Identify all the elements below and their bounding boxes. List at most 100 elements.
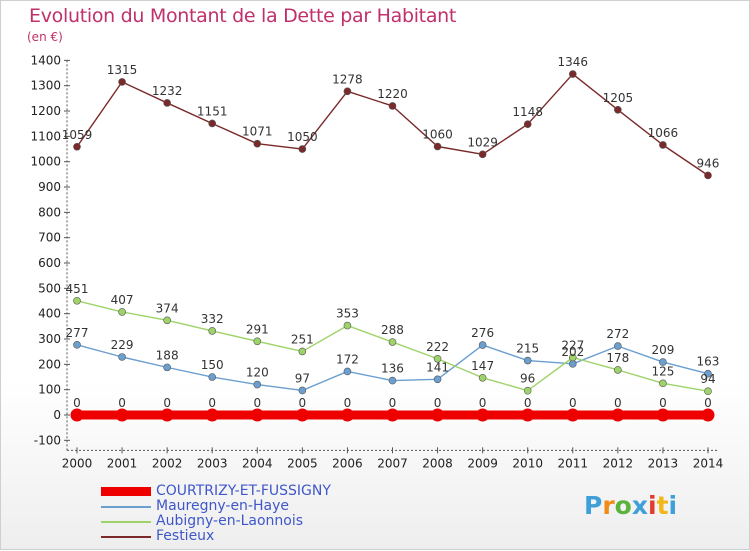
data-label: 946 (697, 156, 720, 170)
data-label: 125 (651, 364, 674, 378)
data-label: 1220 (377, 87, 408, 101)
data-point (523, 120, 532, 129)
data-label: 0 (344, 396, 352, 410)
data-label: 222 (426, 340, 449, 354)
x-tick-label: 2008 (422, 456, 453, 470)
x-tick-label: 2012 (603, 456, 634, 470)
data-label: 0 (253, 396, 261, 410)
data-label: 163 (697, 355, 720, 369)
y-tick-label: 200 (38, 357, 61, 371)
data-point (614, 105, 622, 114)
y-tick-label: 100 (38, 383, 61, 397)
data-label: 96 (520, 372, 535, 386)
data-point (433, 354, 442, 363)
data-point (343, 87, 352, 96)
legend-label: Aubigny-en-Laonnois (156, 513, 304, 529)
legend-label: Mauregny-en-Haye (156, 498, 289, 514)
data-point (115, 408, 129, 422)
data-point (253, 380, 262, 389)
data-label: 374 (156, 301, 179, 315)
y-tick-label: 300 (38, 332, 61, 346)
data-point (208, 327, 217, 335)
data-point (568, 353, 577, 362)
x-tick-label: 2011 (557, 456, 588, 470)
y-tick-label: 600 (38, 256, 61, 270)
data-label: 0 (614, 396, 622, 410)
data-label: 0 (569, 396, 577, 410)
data-point (298, 386, 307, 395)
x-tick-label: 2010 (512, 456, 543, 470)
x-tick-label: 2000 (62, 456, 93, 470)
data-point (659, 379, 667, 388)
y-tick-label: 400 (38, 307, 61, 321)
legend-label: COURTRIZY-ET-FUSSIGNY (156, 483, 331, 499)
data-point (478, 341, 487, 349)
data-point (478, 150, 487, 159)
data-point (73, 296, 81, 305)
y-tick-label: 1200 (30, 104, 61, 118)
x-tick-label: 2013 (648, 456, 679, 470)
y-tick-label: 700 (38, 231, 61, 245)
data-point (431, 408, 445, 422)
data-point (163, 99, 171, 107)
data-point (208, 119, 217, 128)
data-label: 229 (111, 338, 134, 352)
data-label: 1029 (467, 135, 498, 149)
data-point (568, 360, 577, 368)
data-label: 147 (471, 359, 494, 373)
data-label: 272 (606, 327, 629, 341)
data-label: 0 (434, 396, 442, 410)
data-label: 0 (299, 396, 307, 410)
data-label: 276 (471, 326, 494, 340)
data-point (160, 408, 174, 422)
y-tick-label: 1100 (30, 129, 61, 143)
data-point (566, 408, 580, 422)
y-tick-label: 1400 (30, 53, 61, 67)
data-label: 0 (704, 396, 712, 410)
data-label: 288 (381, 323, 404, 337)
data-point (343, 367, 352, 376)
data-label: 0 (389, 396, 397, 410)
data-point (704, 387, 712, 395)
data-label: 227 (561, 339, 584, 353)
data-point (388, 338, 397, 346)
data-point (340, 408, 354, 422)
data-label: 215 (516, 342, 539, 356)
data-label: 120 (246, 366, 269, 380)
data-label: 1346 (557, 55, 588, 69)
data-point (163, 363, 171, 372)
data-label: 1066 (648, 126, 679, 140)
data-point (253, 337, 262, 346)
data-label: 1315 (107, 63, 138, 77)
y-tick-label: 900 (38, 180, 61, 194)
data-point (388, 376, 397, 385)
data-point (205, 408, 219, 422)
x-tick-label: 2004 (242, 456, 273, 470)
y-tick-label: 800 (38, 205, 61, 219)
data-point (208, 373, 217, 381)
x-tick-label: 2001 (107, 456, 138, 470)
data-point (385, 408, 399, 422)
y-tick-label: -100 (34, 433, 61, 447)
data-point (118, 308, 126, 316)
y-tick-label: 1000 (30, 155, 61, 169)
data-point (388, 102, 397, 110)
data-label: 407 (111, 293, 134, 307)
data-point (118, 78, 126, 86)
data-point (704, 171, 712, 180)
data-label: 1278 (332, 72, 363, 86)
data-point (118, 353, 126, 361)
data-label: 94 (700, 372, 715, 386)
data-label: 209 (651, 343, 674, 357)
chart-title: Evolution du Montant de la Dette par Hab… (29, 5, 457, 27)
data-label: 172 (336, 352, 359, 366)
y-tick-label: 500 (38, 281, 61, 295)
legend-swatch (101, 506, 151, 508)
data-label: 277 (66, 326, 89, 340)
x-tick-label: 2014 (693, 456, 724, 470)
data-label: 251 (291, 332, 314, 346)
data-label: 141 (426, 360, 449, 374)
data-point (295, 408, 309, 422)
